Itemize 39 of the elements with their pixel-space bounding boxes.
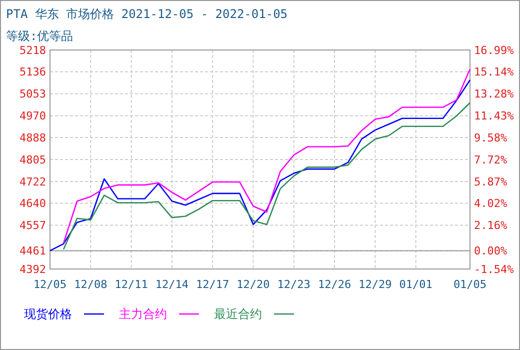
- y-tick-label: 4970: [20, 110, 46, 123]
- y2-tick-label: 16.99%: [474, 44, 514, 57]
- y-tick-label: 5136: [20, 66, 46, 79]
- y-tick-label: 5218: [20, 44, 46, 57]
- chart-title: PTA 华东 市场价格 2021-12-05 - 2022-01-05: [6, 7, 288, 21]
- y-tick-label: 5053: [20, 88, 46, 101]
- y-tick-label: 4640: [20, 197, 46, 210]
- x-tick-label: 12/08: [74, 278, 108, 291]
- legend-label: 主力合约: [119, 307, 167, 322]
- line-series: [62, 102, 471, 250]
- y2-tick-label: 13.28%: [474, 88, 514, 101]
- legend-label: 现货价格: [24, 307, 72, 322]
- y-tick-label: 4461: [20, 244, 46, 258]
- x-tick-label: 12/05: [33, 278, 67, 291]
- y-tick-label: 4392: [20, 262, 46, 276]
- x-tick-label: 12/20: [236, 278, 270, 291]
- x-tick-label: 01/05: [453, 278, 487, 291]
- legend-label: 最近合约: [214, 307, 262, 322]
- y2-tick-label: 4.02%: [474, 197, 508, 210]
- y2-tick-label: 7.72%: [474, 153, 508, 166]
- y2-tick-label: 2.16%: [474, 219, 508, 232]
- chart-subtitle: 等级:优等品: [6, 29, 74, 43]
- y2-tick-label: 11.43%: [474, 110, 514, 123]
- y2-tick-label: 5.87%: [474, 175, 508, 188]
- x-tick-label: 12/29: [358, 278, 392, 291]
- y-tick-label: 4557: [20, 219, 46, 232]
- y-tick-label: 4722: [20, 175, 46, 188]
- y2-tick-label: 9.58%: [474, 131, 508, 144]
- y-tick-label: 4805: [20, 153, 46, 166]
- x-tick-label: 12/17: [196, 278, 230, 291]
- y2-tick-label: 15.14%: [474, 66, 514, 79]
- y-tick-label: 4888: [20, 131, 46, 144]
- y2-tick-label: 0.00%: [474, 244, 508, 258]
- y2-tick-label: -1.54%: [474, 262, 514, 276]
- x-tick-label: 12/14: [155, 278, 189, 291]
- x-tick-label: 12/23: [277, 278, 310, 291]
- x-tick-label: 12/11: [114, 278, 148, 291]
- x-tick-label: 12/26: [318, 278, 352, 291]
- x-tick-label: 01/01: [399, 278, 432, 291]
